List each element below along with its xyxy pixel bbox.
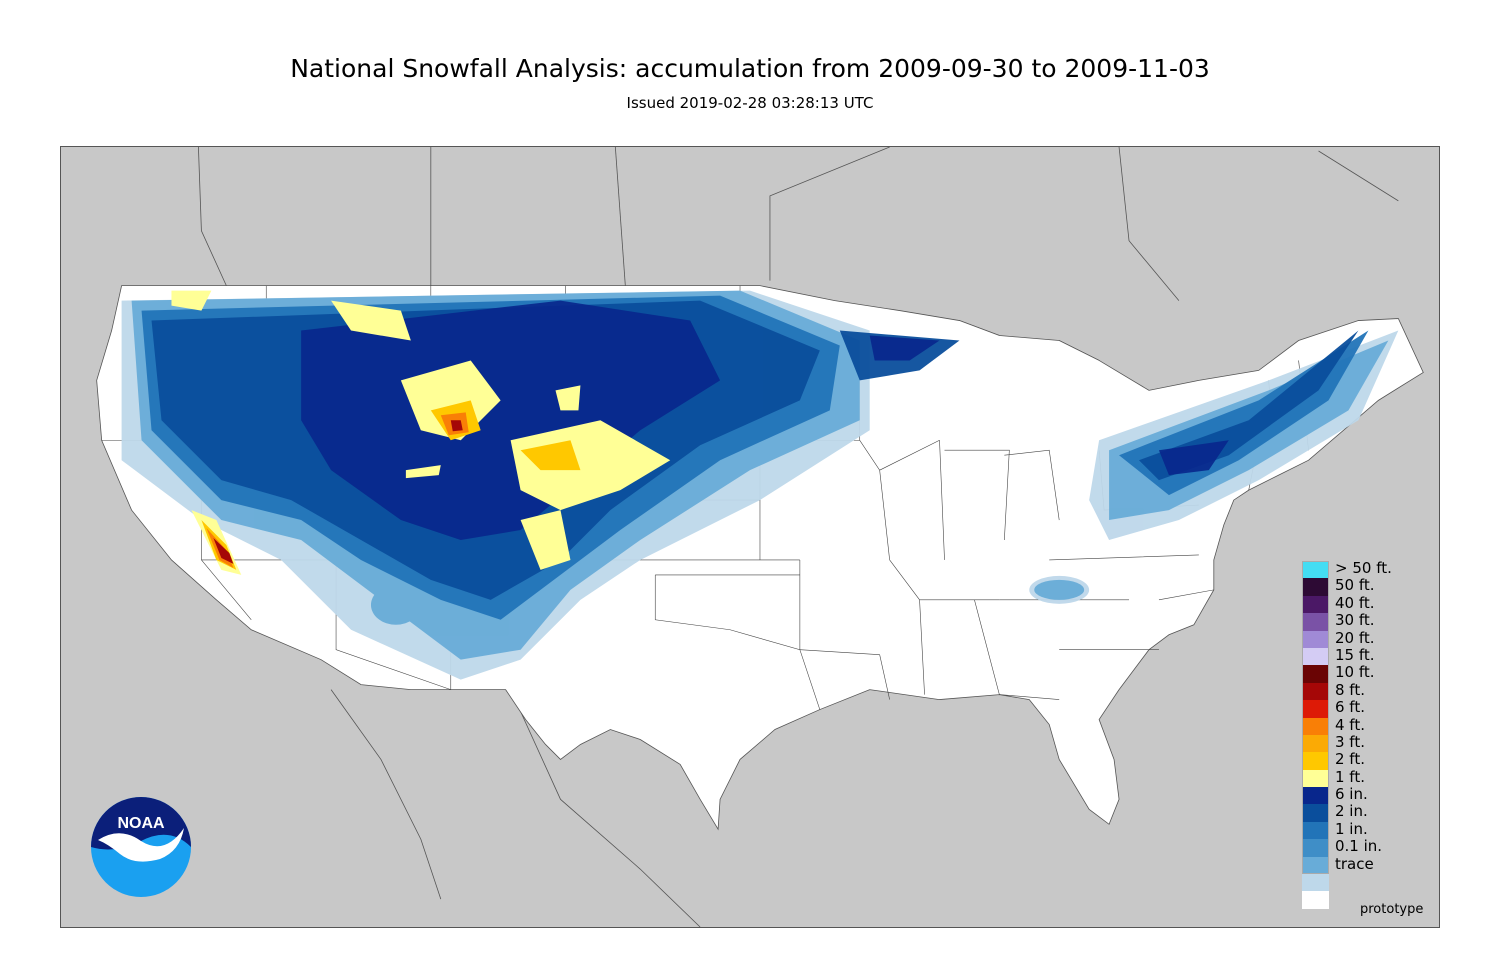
legend-swatch [1302, 665, 1329, 683]
legend-swatch [1302, 561, 1329, 579]
legend-label: 1 ft. [1335, 767, 1365, 786]
issued-timestamp: Issued 2019-02-28 03:28:13 UTC [626, 94, 874, 112]
legend-label: 50 ft. [1335, 576, 1375, 595]
legend-label: 1 in. [1335, 819, 1368, 838]
legend-label: 15 ft. [1335, 645, 1375, 664]
legend-swatch [1302, 804, 1329, 822]
legend-swatch [1302, 839, 1329, 857]
legend-label: 40 ft. [1335, 593, 1375, 612]
legend-swatch [1302, 647, 1329, 666]
legend-swatch [1302, 682, 1329, 701]
legend-label: > 50 ft. [1335, 559, 1392, 577]
legend-label: 8 ft. [1335, 680, 1365, 699]
legend-label: 2 ft. [1335, 750, 1365, 769]
snow-6-8ft [213, 420, 463, 564]
neighbor-boundaries [198, 147, 1399, 927]
legend-swatch [1302, 752, 1329, 770]
legend-swatch [1302, 821, 1329, 840]
legend-swatch [1302, 734, 1329, 753]
legend-swatch [1302, 874, 1329, 892]
noaa-logo-gull [98, 828, 184, 862]
legend-label: 4 ft. [1335, 715, 1365, 734]
legend-swatch [1302, 787, 1329, 805]
legend-label: trace [1335, 854, 1374, 873]
legend-swatch [1302, 613, 1329, 631]
legend-label: 6 in. [1335, 785, 1368, 804]
legend-label: 0.1 in. [1335, 837, 1383, 856]
legend-swatch [1302, 856, 1329, 875]
prototype-label: prototype [1360, 902, 1424, 917]
legend-swatch [1302, 717, 1329, 735]
legend-swatch [1302, 630, 1329, 648]
legend-swatch [1302, 595, 1329, 614]
legend-label: 3 ft. [1335, 732, 1365, 751]
noaa-logo: NOAA [90, 796, 192, 898]
legend-label: 30 ft. [1335, 611, 1375, 630]
legend-label: 6 ft. [1335, 698, 1365, 717]
legend-label: 20 ft. [1335, 628, 1375, 647]
map-title: National Snowfall Analysis: accumulation… [290, 54, 1210, 83]
legend-label: 10 ft. [1335, 663, 1375, 682]
snow-6in-1ft [301, 300, 1229, 540]
legend-swatch [1302, 891, 1329, 909]
legend-swatch [1302, 700, 1329, 718]
snowfall-map [60, 146, 1440, 928]
legend-swatch [1302, 578, 1329, 596]
noaa-logo-text: NOAA [117, 815, 165, 832]
legend-label: 2 in. [1335, 802, 1368, 821]
legend-swatch [1302, 769, 1329, 788]
